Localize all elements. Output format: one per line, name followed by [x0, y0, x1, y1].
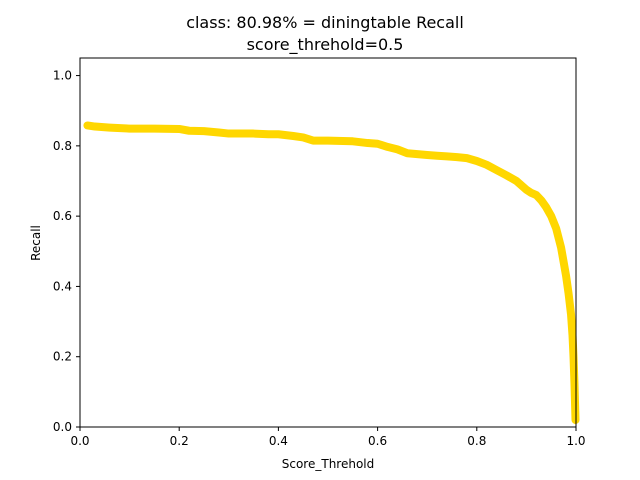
y-tick-label: 0.2	[53, 350, 72, 364]
x-tick-label: 1.0	[566, 434, 585, 448]
axes-frame	[79, 57, 577, 428]
y-tick-label: 0.6	[53, 209, 72, 223]
y-tick-label: 0.8	[53, 139, 72, 153]
recall-series-line	[83, 121, 580, 424]
y-axis: 0.0 0.2 0.4 0.6 0.8 1.0	[53, 69, 80, 434]
x-tick-label: 0.4	[269, 434, 288, 448]
y-tick-label: 1.0	[53, 69, 72, 83]
x-tick-label: 0.6	[368, 434, 387, 448]
x-axis-label: Score_Threhold	[282, 457, 375, 471]
x-tick-label: 0.0	[70, 434, 89, 448]
chart-subtitle: score_threhold=0.5	[247, 35, 404, 55]
x-tick-label: 0.8	[467, 434, 486, 448]
x-axis: 0.0 0.2 0.4 0.6 0.8 1.0	[70, 427, 586, 448]
y-tick-label: 0.4	[53, 279, 72, 293]
chart-title: class: 80.98% = diningtable Recall	[186, 13, 464, 32]
plot-area	[83, 121, 580, 424]
y-axis-label: Recall	[29, 225, 43, 261]
x-tick-label: 0.2	[170, 434, 189, 448]
y-tick-label: 0.0	[53, 420, 72, 434]
